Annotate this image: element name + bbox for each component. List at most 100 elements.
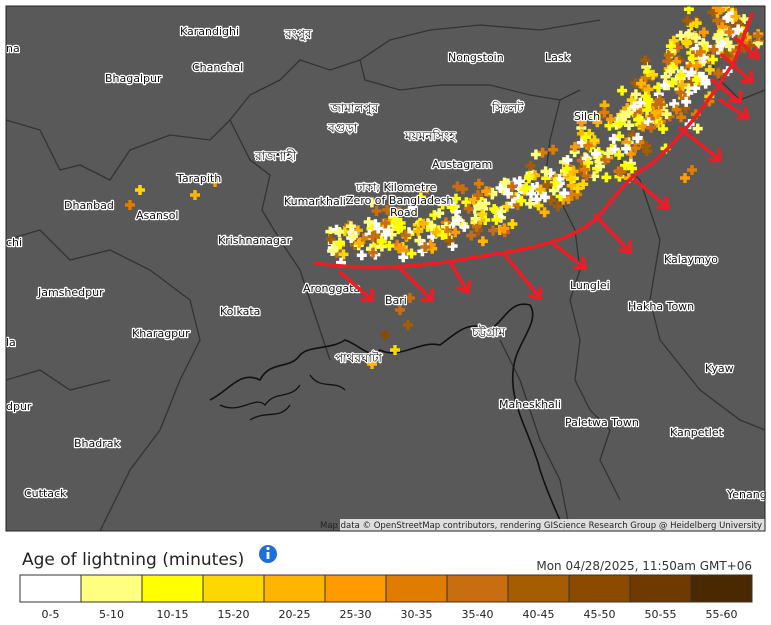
lightning-strike (516, 195, 527, 206)
info-icon-bar (266, 552, 270, 559)
front-arrow (553, 243, 587, 270)
lightning-strike (712, 33, 723, 44)
place-label: সিলেট (491, 101, 524, 115)
lightning-strike (704, 64, 715, 75)
lightning-strike (692, 123, 703, 134)
lightning-strike (531, 194, 542, 205)
lightning-strike (675, 70, 686, 80)
lightning-strike (594, 161, 605, 172)
lightning-strike (608, 133, 619, 144)
lightning-strike (642, 105, 653, 116)
place-label: Kyaw (705, 362, 734, 375)
lightning-strike (643, 117, 654, 128)
lightning-strike (366, 197, 377, 208)
border (6, 369, 111, 391)
lightning-strike (530, 149, 541, 160)
place-label: চট্টগ্রাম (471, 325, 506, 339)
place-label: Tarapith (176, 172, 221, 185)
lightning-strike (368, 247, 378, 258)
lightning-strike (405, 293, 415, 303)
lightning-strike (691, 18, 702, 29)
lightning-strike (592, 117, 603, 128)
lightning-strike (561, 163, 572, 174)
lightning-strikes (125, 6, 764, 369)
legend-swatch (568, 574, 631, 603)
front-arrow (678, 126, 722, 162)
lightning-strike (624, 120, 634, 131)
lightning-strike (698, 27, 709, 38)
labels: na Karandighi রংপুর Nongstoin Lask Bhaga… (5, 24, 768, 503)
lightning-strike (525, 198, 536, 209)
coastline (219, 374, 346, 421)
place-label: na (6, 42, 20, 55)
lightning-strike (524, 171, 535, 182)
place-label: পাথরঘাটা (335, 351, 382, 365)
lightning-strike (552, 201, 563, 212)
lightning-strike (376, 235, 387, 246)
lightning-strike (643, 84, 654, 95)
place-label: Cuttack (24, 487, 67, 500)
lightning-strike (609, 144, 620, 155)
place-label: Aronggata (303, 282, 360, 295)
attribution: Map data © OpenStreetMap contributors, r… (320, 521, 762, 531)
lightning-strike (444, 235, 455, 246)
lightning-strike (691, 75, 702, 85)
lightning-strike (630, 89, 641, 100)
lightning-strike (499, 177, 510, 188)
front-arrow (633, 178, 670, 210)
place-label: Dhanbad (64, 199, 114, 212)
lightning-strike (477, 209, 488, 220)
place-label: Nongstoin (448, 51, 504, 64)
lightning-strike (601, 172, 612, 183)
lightning-strike (566, 174, 577, 185)
lightning-strike (125, 200, 135, 210)
place-label: ঢাকা; Kilometre (355, 181, 437, 194)
lightning-strike (367, 359, 377, 369)
lightning-strike (626, 95, 637, 106)
info-icon-dot (266, 546, 270, 551)
place-label: Hakha Town (628, 300, 694, 313)
lightning-strike (380, 218, 391, 229)
place-label: Zero of Bangladesh (346, 194, 453, 207)
lightning-strike (496, 206, 507, 217)
lightning-strike (463, 203, 474, 214)
lightning-strike (480, 198, 491, 209)
lightning-strike (599, 107, 610, 118)
lightning-strike (447, 241, 458, 251)
lightning-strike (380, 229, 391, 240)
lightning-strike (453, 215, 464, 226)
lightning-strike (667, 77, 678, 88)
lightning-strike (335, 238, 346, 249)
lightning-strike (665, 41, 676, 52)
lightning-strike (459, 221, 470, 232)
legend-swatch (80, 574, 143, 603)
lightning-strike (663, 50, 674, 60)
lightning-strike (618, 111, 629, 122)
lightning-strike (489, 204, 500, 214)
lightning-strike (457, 184, 468, 195)
lightning-strike (630, 143, 641, 154)
lightning-strike (135, 185, 145, 195)
lightning-strike (680, 173, 690, 183)
lightning-strike (542, 180, 553, 190)
lightning-strike (373, 223, 384, 234)
lightning-strike (724, 41, 735, 52)
lightning-strike (466, 230, 477, 241)
lightning-strike (583, 140, 594, 151)
lightning-strike (682, 15, 693, 26)
lightning-strike (635, 97, 646, 108)
lightning-strike (636, 78, 647, 89)
lightning-strike (507, 181, 518, 192)
legend-title: Age of lightning (minutes) (22, 550, 244, 570)
front-arrow (718, 98, 750, 120)
lightning-strike (568, 166, 579, 177)
info-icon[interactable] (259, 545, 277, 563)
front-arrow (720, 53, 754, 84)
lightning-strike (380, 330, 390, 340)
front-arrow (733, 36, 760, 60)
lightning-strike (503, 188, 514, 199)
place-label: জামালপুর (329, 101, 378, 116)
place-label: বগুড়া (327, 121, 358, 135)
lightning-strike (434, 208, 445, 219)
